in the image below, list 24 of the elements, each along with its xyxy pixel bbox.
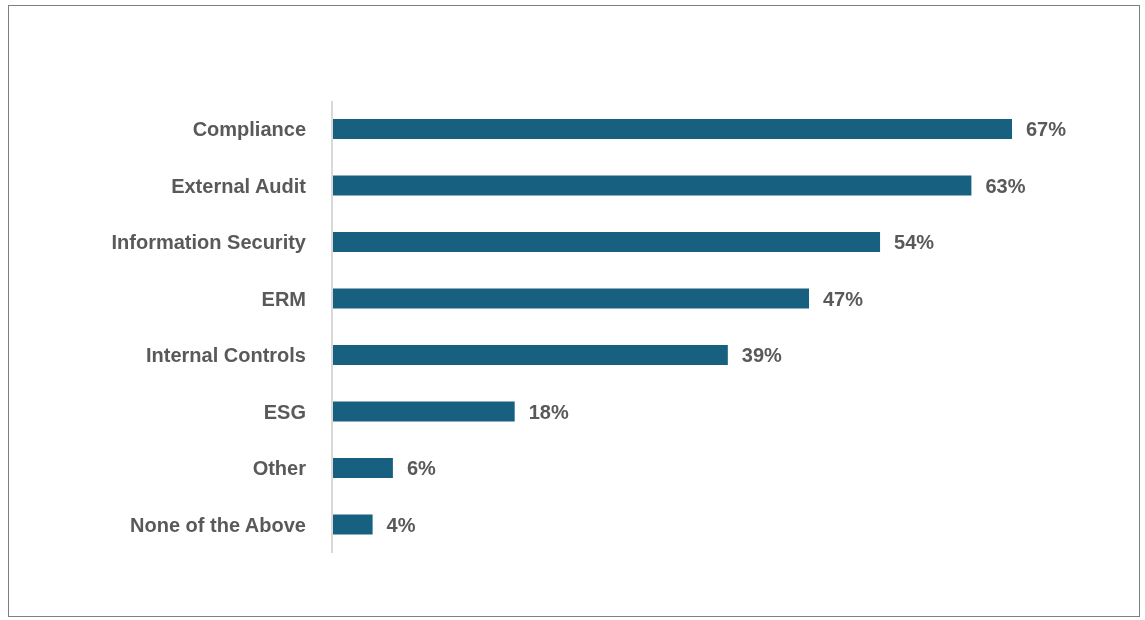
bar bbox=[332, 458, 393, 478]
data-label: 63% bbox=[985, 174, 1026, 197]
bar bbox=[332, 345, 728, 365]
y-tick-label: Compliance bbox=[192, 118, 306, 141]
bar bbox=[332, 232, 881, 252]
y-tick-label: Other bbox=[252, 457, 307, 480]
bar bbox=[332, 288, 810, 309]
y-tick-label: ERM bbox=[261, 287, 306, 310]
data-label: 4% bbox=[386, 513, 416, 536]
bar bbox=[332, 401, 515, 422]
y-tick-label: Information Security bbox=[111, 231, 307, 254]
data-label: 18% bbox=[528, 400, 569, 423]
y-tick-label: Internal Controls bbox=[145, 344, 306, 367]
data-label: 47% bbox=[823, 287, 864, 310]
data-label: 6% bbox=[406, 457, 437, 480]
y-tick-label: External Audit bbox=[171, 174, 307, 197]
data-label: 67% bbox=[1026, 118, 1067, 141]
bar bbox=[332, 119, 1012, 139]
bar bbox=[332, 175, 972, 196]
y-tick-label: ESG bbox=[263, 400, 306, 423]
bar bbox=[332, 514, 373, 535]
data-label: 39% bbox=[741, 344, 783, 367]
y-tick-label: None of the Above bbox=[130, 513, 306, 536]
data-label: 54% bbox=[894, 231, 935, 254]
